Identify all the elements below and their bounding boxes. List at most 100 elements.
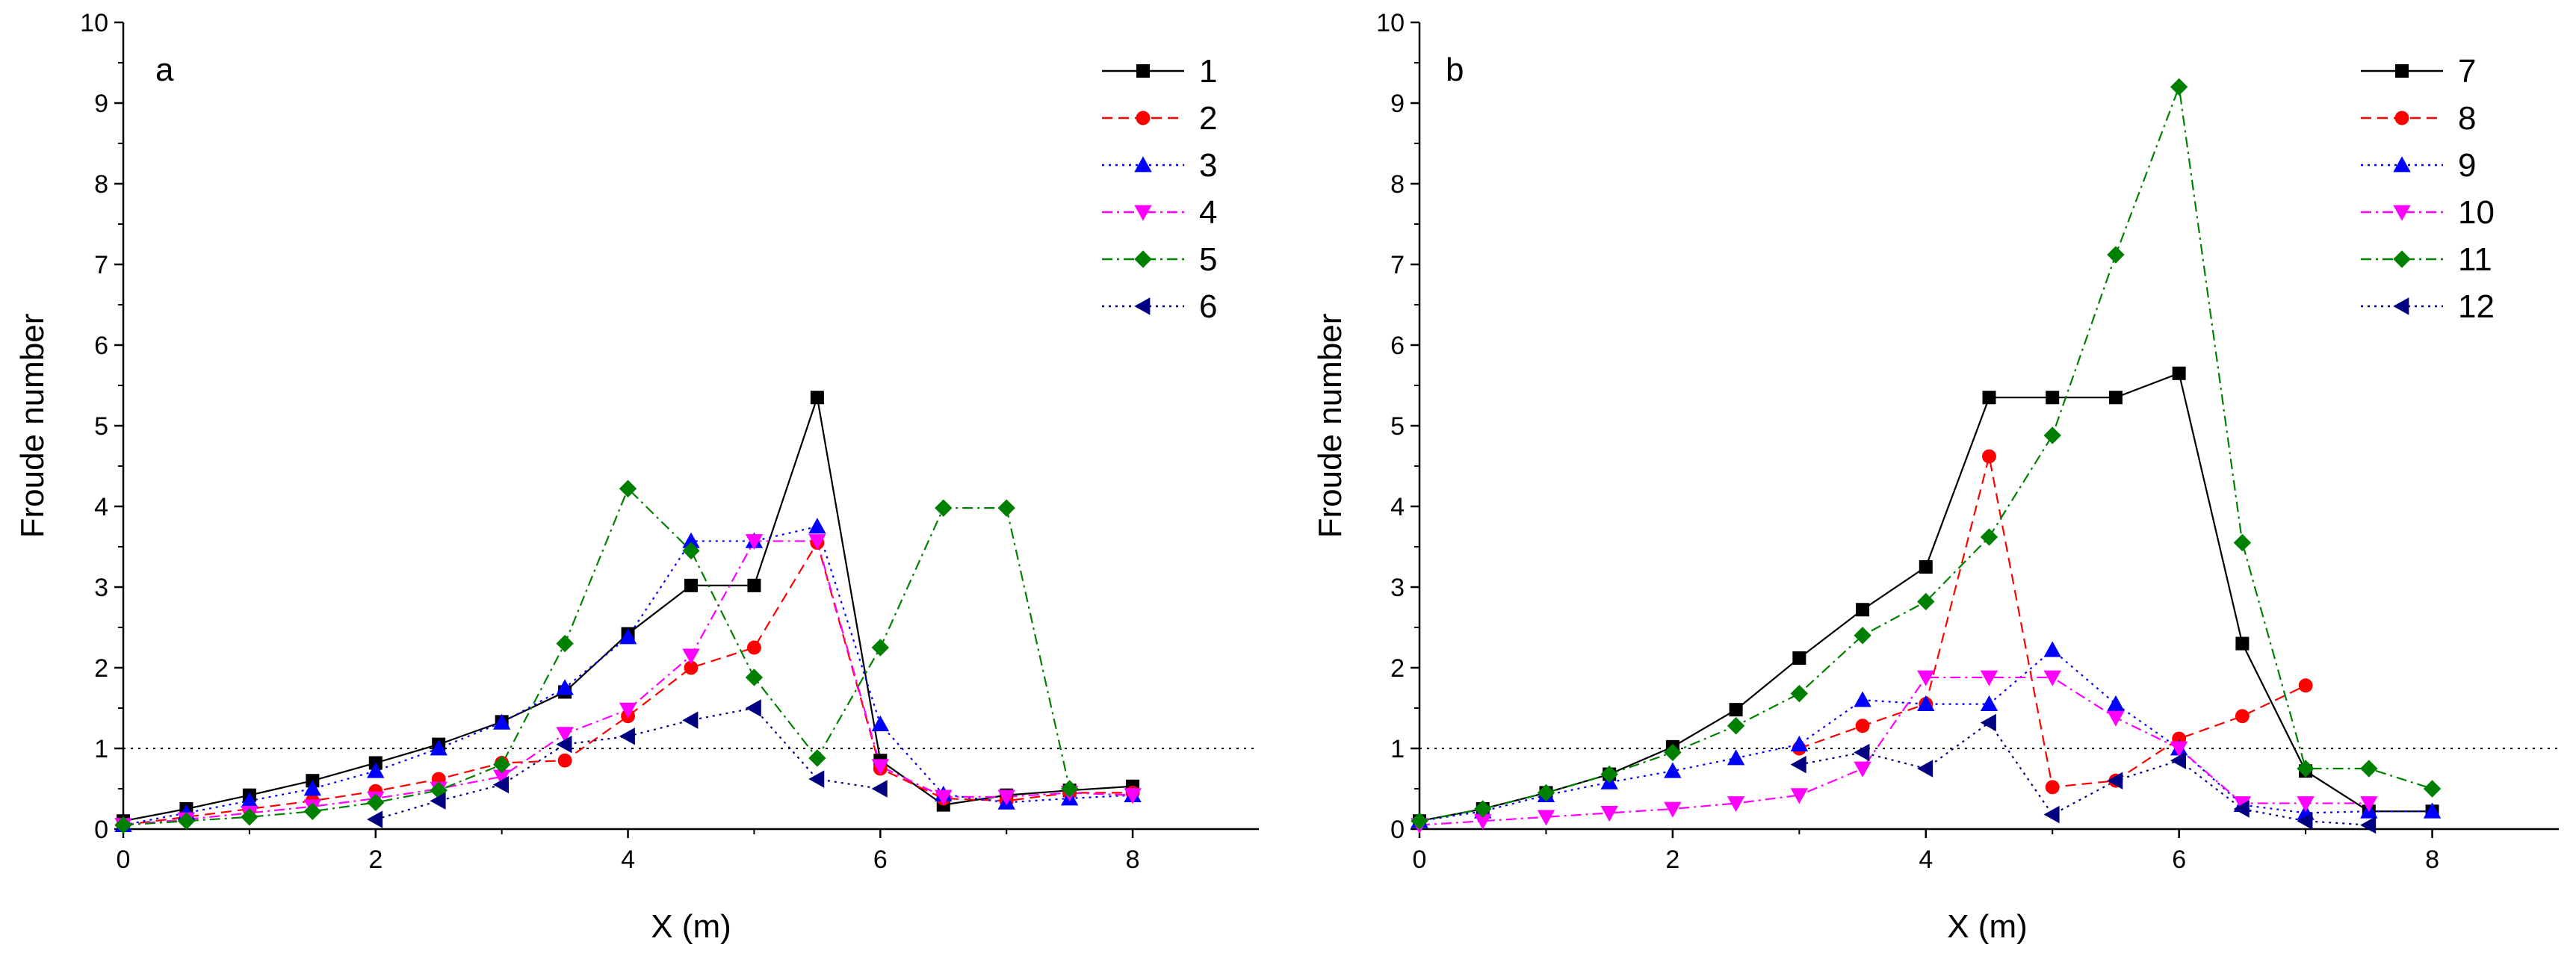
data-point-series-11 xyxy=(1727,717,1745,735)
data-point-series-11 xyxy=(1854,627,1871,645)
x-axis-title: X (m) xyxy=(1947,908,2028,945)
legend-marker-7 xyxy=(2395,64,2409,78)
data-point-series-11 xyxy=(1537,784,1555,802)
y-tick-label: 2 xyxy=(1390,654,1405,683)
data-point-series-7 xyxy=(1856,603,1870,617)
legend-marker-12 xyxy=(2393,297,2409,315)
data-point-series-11 xyxy=(2043,426,2061,444)
data-point-series-2 xyxy=(557,753,572,768)
y-tick-label: 3 xyxy=(1390,574,1405,602)
data-point-series-3 xyxy=(808,518,826,534)
panel-label: b xyxy=(1446,52,1464,88)
y-tick-label: 2 xyxy=(94,654,108,683)
data-point-series-12 xyxy=(1854,743,1870,762)
data-point-series-4 xyxy=(745,534,764,550)
y-tick-label: 9 xyxy=(94,90,108,118)
x-tick-label: 0 xyxy=(117,846,131,874)
data-point-series-4 xyxy=(556,727,574,743)
data-point-series-4 xyxy=(871,759,890,775)
data-point-series-10 xyxy=(1917,670,1935,686)
legend-marker-8 xyxy=(2394,111,2409,125)
x-axis-title: X (m) xyxy=(651,908,731,945)
y-tick-label: 4 xyxy=(1390,493,1405,521)
data-point-series-11 xyxy=(2107,246,2125,264)
x-tick-label: 8 xyxy=(1126,846,1140,874)
x-tick-label: 8 xyxy=(2425,846,2439,874)
x-tick-label: 4 xyxy=(1919,846,1933,874)
data-point-series-5 xyxy=(303,802,322,820)
legend-label-6: 6 xyxy=(1199,288,1217,325)
legend-label-11: 11 xyxy=(2458,241,2492,278)
data-point-series-5 xyxy=(367,793,385,812)
data-point-series-11 xyxy=(1411,812,1428,830)
data-point-series-10 xyxy=(2107,710,2125,727)
data-point-series-5 xyxy=(682,542,700,560)
data-point-series-6 xyxy=(619,728,635,745)
data-point-series-8 xyxy=(2045,780,2060,795)
y-tick-label: 5 xyxy=(1390,412,1405,441)
data-point-series-8 xyxy=(2235,709,2250,724)
data-point-series-9 xyxy=(2423,802,2442,819)
data-point-series-11 xyxy=(2423,780,2442,798)
data-point-series-6 xyxy=(682,711,699,729)
data-point-series-3 xyxy=(871,715,890,731)
data-point-series-11 xyxy=(2233,533,2252,552)
data-point-series-7 xyxy=(1982,391,1996,405)
data-point-series-11 xyxy=(1917,592,1935,611)
data-point-series-9 xyxy=(1854,691,1871,707)
data-point-series-9 xyxy=(1727,749,1745,766)
data-point-series-12 xyxy=(1790,755,1806,774)
legend-label-9: 9 xyxy=(2458,147,2476,184)
data-point-series-10 xyxy=(1727,796,1745,813)
y-tick-label: 8 xyxy=(94,170,108,199)
y-tick-label: 8 xyxy=(1390,170,1405,199)
data-point-series-5 xyxy=(556,634,574,653)
data-point-series-6 xyxy=(556,735,572,754)
data-point-series-5 xyxy=(745,668,764,686)
data-point-series-5 xyxy=(430,781,448,799)
data-point-series-6 xyxy=(871,780,888,798)
data-point-series-4 xyxy=(492,769,511,786)
data-point-series-9 xyxy=(1790,735,1809,751)
data-point-series-4 xyxy=(619,702,637,719)
panel-label: a xyxy=(155,52,174,88)
data-point-series-9 xyxy=(1664,762,1682,778)
legend-label-8: 8 xyxy=(2458,100,2476,137)
data-point-series-5 xyxy=(241,808,258,826)
legend-marker-3 xyxy=(1134,156,1152,173)
data-point-series-1 xyxy=(747,578,761,592)
data-point-series-12 xyxy=(1980,713,1996,732)
data-point-series-10 xyxy=(2043,670,2061,686)
series-line-10 xyxy=(1419,676,2369,826)
data-point-series-10 xyxy=(1600,806,1618,822)
series-line-9 xyxy=(1419,648,2433,822)
data-point-series-6 xyxy=(492,775,510,794)
y-tick-label: 9 xyxy=(1390,90,1405,118)
data-point-series-10 xyxy=(2170,741,2188,757)
data-point-series-7 xyxy=(2046,391,2060,405)
data-point-series-5 xyxy=(114,816,132,834)
y-tick-label: 6 xyxy=(94,332,108,360)
legend-marker-10 xyxy=(2393,205,2411,221)
y-tick-label: 0 xyxy=(94,816,108,844)
series-markers xyxy=(114,391,1142,834)
data-point-series-11 xyxy=(1664,743,1682,762)
data-point-series-6 xyxy=(430,792,446,810)
legend: 7 8 9 10 11 12 xyxy=(2361,53,2495,325)
data-point-series-5 xyxy=(871,639,890,657)
x-tick-label: 6 xyxy=(2172,846,2186,874)
data-point-series-11 xyxy=(1474,800,1492,818)
series-line-11 xyxy=(1419,87,2433,822)
data-point-series-11 xyxy=(2360,760,2378,778)
data-point-series-4 xyxy=(935,789,953,806)
y-tick-label: 1 xyxy=(94,735,108,763)
data-point-series-12 xyxy=(2043,805,2060,824)
legend: 1 2 3 4 5 6 xyxy=(1102,53,1217,325)
legend-marker-6 xyxy=(1134,297,1151,315)
legend-marker-1 xyxy=(1136,64,1150,78)
series-line-2 xyxy=(123,540,1133,826)
chart-panel-a: 0 1 2 3 4 5 6 7 8 9 10 0 2 4 6 8 1 2 3 4 5 6 a X (m) Froude … xyxy=(14,9,1259,945)
data-point-series-7 xyxy=(1919,560,1933,574)
